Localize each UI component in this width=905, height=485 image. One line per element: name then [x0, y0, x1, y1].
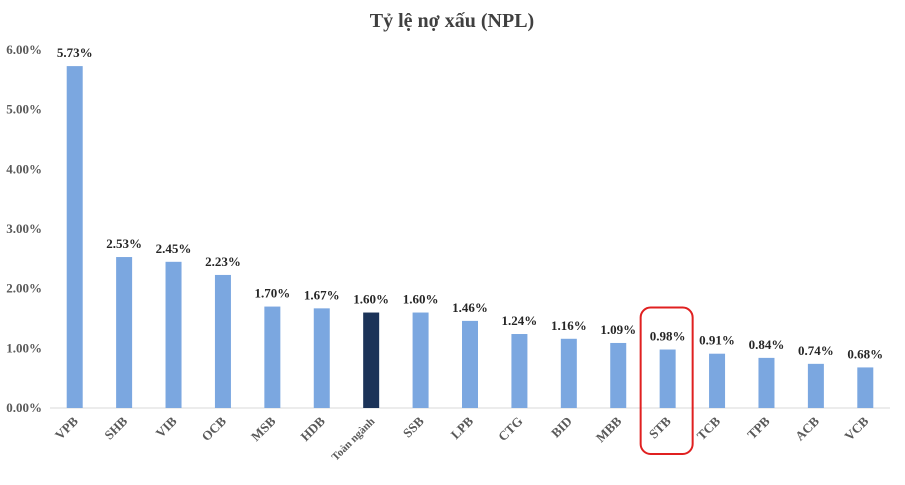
bar-bid: [560, 338, 577, 408]
x-tick-label: CTG: [495, 414, 526, 445]
x-tick-label: MBB: [593, 413, 625, 445]
x-tick-label: SSB: [400, 413, 427, 440]
bar-hdb: [313, 308, 330, 408]
bar-vib: [165, 261, 182, 408]
x-axis: VPB SHB VIB OCB MSB HDB Toàn ngành SSB LPB CTG BID…: [52, 413, 872, 463]
y-tick-label: 5.00%: [6, 102, 42, 117]
y-tick-label: 6.00%: [6, 42, 42, 57]
y-tick-label: 0.00%: [6, 400, 42, 415]
x-tick-label: BID: [548, 414, 575, 441]
data-label: 0.98%: [650, 329, 686, 344]
data-labels: 5.73% 2.53% 2.45% 2.23% 1.70% 1.67% 1.60% 1.60%…: [57, 45, 883, 361]
data-label: 1.60%: [353, 292, 389, 307]
bar-msb: [264, 306, 281, 408]
y-tick-label: 2.00%: [6, 281, 42, 296]
bar-ssb: [412, 312, 429, 408]
data-label: 2.23%: [205, 254, 241, 269]
chart-title: Tỷ lệ nợ xấu (NPL): [370, 10, 534, 32]
data-label: 0.68%: [847, 346, 883, 361]
bars: [66, 66, 874, 409]
x-tick-label: ACB: [792, 413, 822, 443]
y-tick-label: 4.00%: [6, 161, 42, 176]
data-label: 0.91%: [699, 333, 735, 348]
x-tick-label: HDB: [297, 413, 328, 444]
bar-vpb: [66, 66, 83, 409]
y-tick-label: 3.00%: [6, 221, 42, 236]
bar-tpb: [758, 357, 775, 408]
data-label: 0.74%: [798, 343, 834, 358]
data-label: 1.60%: [403, 292, 439, 307]
x-tick-label: LPB: [448, 413, 477, 442]
x-tick-label: STB: [646, 413, 674, 441]
x-tick-label: OCB: [199, 413, 230, 444]
data-label: 1.24%: [502, 313, 538, 328]
bar-shb: [116, 257, 133, 408]
bar-vcb: [857, 367, 874, 408]
x-tick-label: TCB: [694, 413, 724, 443]
bar-ctg: [511, 334, 528, 408]
data-label: 1.67%: [304, 287, 340, 302]
data-label: 1.16%: [551, 318, 587, 333]
bar-tcb: [709, 353, 726, 408]
y-tick-label: 1.00%: [6, 340, 42, 355]
bar-acb: [807, 363, 824, 408]
bar-lpb: [462, 320, 478, 408]
highlight-circle: [639, 306, 694, 455]
data-label: 1.46%: [452, 300, 488, 315]
bar-toàn-ngành: [363, 312, 380, 408]
x-tick-label: VCB: [841, 413, 871, 443]
bar-stb: [659, 349, 676, 408]
x-tick-label: TPB: [744, 413, 773, 442]
data-label: 1.09%: [600, 322, 636, 337]
data-label: 5.73%: [57, 45, 93, 60]
bar-mbb: [610, 342, 627, 408]
data-label: 2.45%: [156, 241, 192, 256]
bar-ocb: [214, 274, 231, 408]
x-tick-label: VIB: [153, 413, 180, 440]
data-label: 0.84%: [749, 337, 785, 352]
data-label: 1.70%: [254, 286, 290, 301]
y-axis: 0.00% 1.00% 2.00% 3.00% 4.00% 5.00% 6.00%: [6, 42, 42, 415]
x-tick-label: SHB: [101, 413, 130, 442]
x-tick-label: Toàn ngành: [330, 416, 378, 464]
data-label: 2.53%: [106, 236, 142, 251]
x-tick-label: VPB: [52, 413, 81, 442]
x-tick-label: MSB: [248, 413, 279, 444]
